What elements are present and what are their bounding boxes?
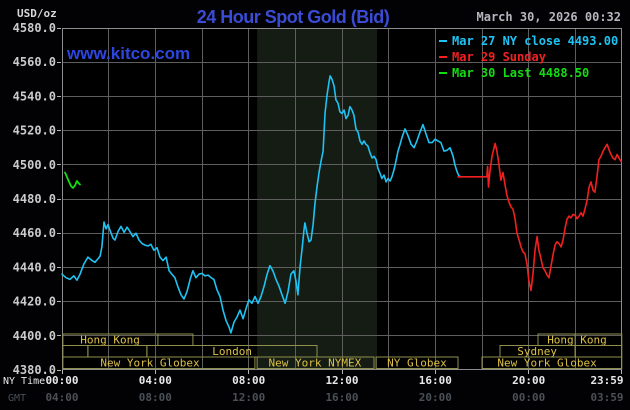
x-tick-ny-time: 08:00 (232, 374, 265, 387)
legend-label: Mar 29 Sunday (452, 50, 546, 64)
x-axis-ticks: 00:00 04:00 04:00 08:00 08:00 12:00 12:00 16:00… (45, 370, 624, 404)
plot-frame (62, 28, 622, 370)
y-tick-label: 4560.0 (13, 55, 56, 69)
legend-item-mar-30: Mar 30 Last 4488.50 (439, 65, 618, 81)
y-tick-label: 4400.0 (13, 329, 56, 343)
legend-swatch-red-icon (439, 56, 447, 58)
session-label: Hong Kong (547, 334, 607, 347)
session-label: New York Globex (497, 357, 597, 370)
y-axis-ticks: 4580.0 4560.0 4540.0 4520.0 4500.0 4480.0 4460… (13, 21, 61, 377)
x-tick-ny-time: 20:00 (512, 374, 545, 387)
kitco-watermark: www.kitco.com (67, 44, 191, 63)
chart-datetime: March 30, 2026 00:32 (476, 10, 622, 24)
series-mar-30-last-line (64, 171, 81, 189)
session-box (375, 356, 459, 369)
y-tick-label: 4420.0 (13, 295, 56, 309)
x-tick-gmt: 12:00 (232, 391, 265, 404)
gmt-axis-caption: GMT (8, 393, 26, 404)
legend-label: Mar 30 Last 4488.50 (452, 66, 590, 80)
x-tick-gmt: 04:00 (45, 391, 78, 404)
session-box (481, 356, 623, 369)
x-tick-ny-time: 23:59 (590, 374, 623, 387)
legend-swatch-green-icon (439, 72, 447, 74)
session-label: New York Globex (100, 357, 200, 370)
y-tick-label: 4440.0 (13, 260, 56, 274)
x-tick-ny-time: 12:00 (325, 374, 358, 387)
session-box (62, 356, 256, 369)
series-mar-27-ny-close-line (61, 75, 462, 334)
y-tick-label: 4480.0 (13, 192, 56, 206)
session-label: London (212, 345, 252, 358)
session-label: NY Globex (387, 357, 447, 370)
legend-swatch-cyan-icon (439, 40, 447, 42)
x-tick-gmt: 20:00 (419, 391, 452, 404)
x-tick-ny-time: 00:00 (45, 374, 78, 387)
y-tick-label: 4500.0 (13, 158, 56, 172)
y-tick-label: 4380.0 (13, 363, 56, 377)
gridlines (62, 28, 622, 370)
x-tick-ny-time: 16:00 (419, 374, 452, 387)
x-tick-gmt: 16:00 (325, 391, 358, 404)
x-tick-gmt: 03:59 (590, 391, 623, 404)
session-label: Sydney (517, 345, 557, 358)
y-tick-label: 4520.0 (13, 124, 56, 138)
y-axis-units-label: USD/oz (17, 7, 57, 20)
ny-time-axis-caption: NY Time (3, 376, 45, 387)
y-tick-label: 4460.0 (13, 226, 56, 240)
y-tick-label: 4540.0 (13, 89, 56, 103)
session-label: New York NYMEX (269, 357, 362, 370)
legend-label: Mar 27 NY close 4493.00 (452, 34, 619, 48)
page-title: 24 Hour Spot Gold (Bid) (196, 7, 390, 27)
session-box (256, 356, 375, 369)
x-tick-gmt: 00:00 (512, 391, 545, 404)
x-tick-gmt: 08:00 (139, 391, 172, 404)
series-mar-29-sunday-line (457, 142, 622, 292)
y-tick-label: 4580.0 (13, 21, 56, 35)
chart-legend: Mar 27 NY close 4493.00 Mar 29 Sunday Ma… (439, 33, 618, 81)
legend-item-mar-29: Mar 29 Sunday (439, 49, 618, 65)
session-label: Hong Kong (80, 334, 140, 347)
x-tick-ny-time: 04:00 (139, 374, 172, 387)
legend-item-mar-27: Mar 27 NY close 4493.00 (439, 33, 618, 49)
